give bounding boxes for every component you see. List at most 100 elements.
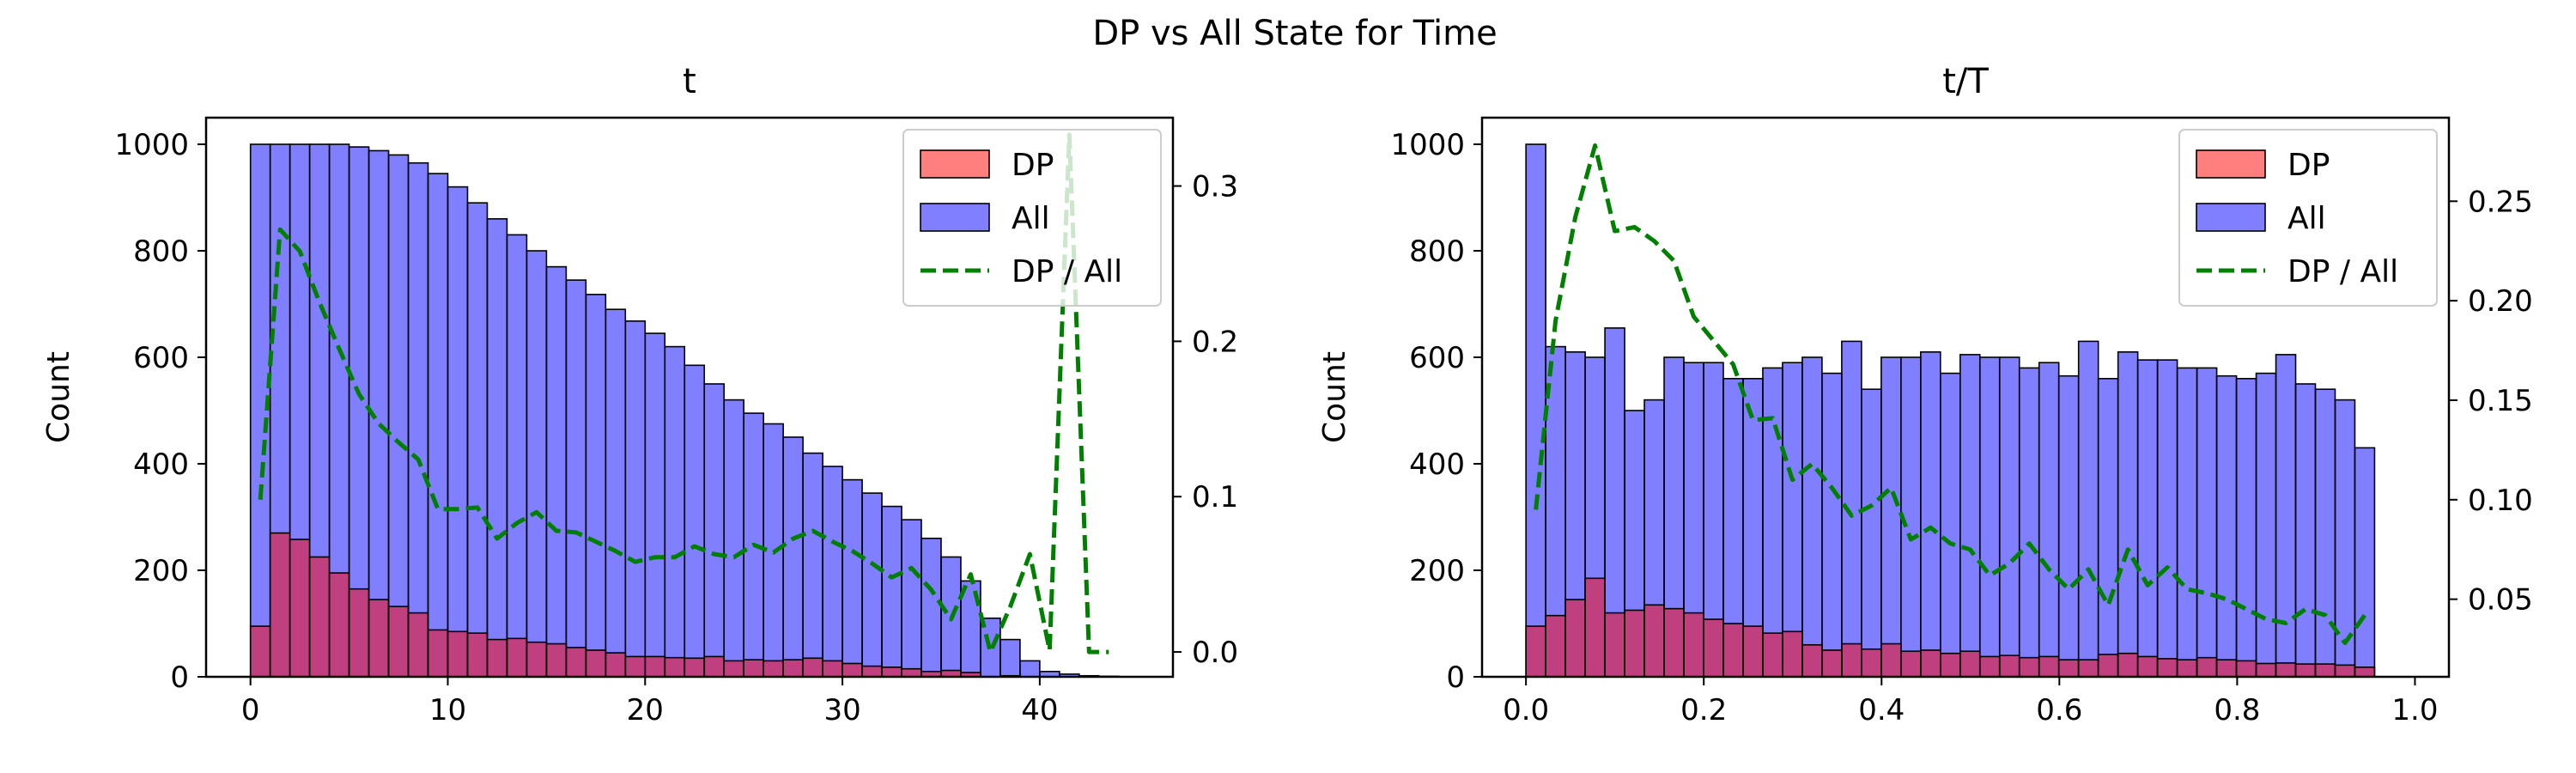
y-tick-label: 600 <box>133 341 189 375</box>
y-tick-label: 200 <box>133 554 189 588</box>
dp-bar <box>624 655 647 678</box>
dp-bar <box>249 625 271 678</box>
legend-swatch <box>2196 149 2266 179</box>
dp-bar <box>2097 654 2119 678</box>
x-tick-label: 0.8 <box>2214 693 2260 727</box>
all-bar <box>703 383 726 678</box>
x-tick-label: 10 <box>429 693 466 727</box>
all-bar <box>2156 359 2178 678</box>
dp-bar <box>2334 664 2356 678</box>
dp-bar <box>2057 659 2080 678</box>
legend-label: DP <box>2287 148 2330 183</box>
dp-bar <box>782 659 804 678</box>
dp-bar <box>1821 649 1843 678</box>
dp-bar <box>1861 648 1882 678</box>
dp-bar <box>407 612 429 678</box>
all-bar <box>644 332 666 678</box>
dp-bar <box>861 665 883 678</box>
all-bar <box>486 218 508 678</box>
dp-bar <box>289 539 311 678</box>
all-bar <box>861 492 883 678</box>
all-bar <box>2057 374 2080 678</box>
dp-bar <box>1880 642 1902 678</box>
dp-bar <box>664 656 686 678</box>
dp-bar <box>387 606 410 678</box>
subplot-title: t <box>683 62 696 101</box>
all-bar <box>387 154 410 678</box>
all-bar <box>2117 350 2139 678</box>
y-tick-label: 400 <box>133 447 189 482</box>
all-bar <box>1019 660 1041 678</box>
y-axis-label: Count <box>41 351 76 443</box>
dp-bar <box>703 655 726 678</box>
all-bar <box>2255 372 2277 678</box>
dp-bar <box>447 630 469 678</box>
all-bar <box>881 505 902 678</box>
all-bar <box>822 466 843 678</box>
dp-bar <box>2136 655 2159 678</box>
legend-swatch <box>920 203 990 232</box>
figure-title: DP vs All State for Time <box>1092 14 1497 53</box>
all-bar <box>2097 377 2119 678</box>
dp-bar <box>1545 614 1566 678</box>
x-tick-label: 40 <box>1021 693 1058 727</box>
all-bar <box>1959 354 1981 678</box>
dp-bar <box>427 629 449 678</box>
all-bar <box>407 161 429 678</box>
x-tick-label: 0.2 <box>1680 693 1727 727</box>
x-tick-label: 1.0 <box>2391 693 2438 727</box>
all-bar <box>605 308 627 678</box>
all-bar <box>545 265 568 678</box>
all-bar <box>2077 340 2099 678</box>
all-bar <box>2314 388 2336 678</box>
x-tick-label: 20 <box>627 693 664 727</box>
dp-bar <box>762 660 784 678</box>
all-bar <box>1861 388 1882 678</box>
legend: DP All DP / All <box>2178 129 2438 307</box>
dp-bar <box>2275 662 2297 678</box>
x-tick-label: 0 <box>241 693 260 727</box>
dp-bar <box>605 652 627 678</box>
all-bar <box>723 399 744 678</box>
all-bar <box>901 519 922 678</box>
all-bar <box>624 320 647 678</box>
legend: DP All DP / All <box>902 129 1162 307</box>
y-tick-label: 200 <box>1409 554 1465 588</box>
all-bar <box>2294 383 2317 678</box>
all-bar <box>1920 350 1941 678</box>
all-bar <box>920 537 942 678</box>
all-bar <box>565 279 587 678</box>
dp-bar <box>2156 658 2178 678</box>
all-bar <box>2215 374 2238 678</box>
dp-bar <box>644 655 666 678</box>
dp-bar <box>2117 652 2139 678</box>
dp-bar <box>881 666 902 678</box>
dp-bar <box>1940 652 1961 678</box>
all-bar <box>427 173 449 678</box>
all-bar <box>1801 356 1823 678</box>
y2-tick-label: 0.05 <box>2468 583 2533 618</box>
y2-tick-label: 0.3 <box>1192 170 1238 204</box>
all-bar <box>466 202 489 678</box>
dp-bar <box>1900 650 1922 678</box>
dp-bar <box>1683 612 1704 678</box>
dp-bar <box>1998 654 2020 678</box>
x-tick-label: 30 <box>823 693 860 727</box>
dp-bar <box>2038 655 2060 678</box>
dp-bar <box>1762 632 1783 678</box>
histogram-bars <box>249 143 1120 678</box>
dp-bar <box>2314 663 2336 678</box>
legend-label: DP / All <box>2287 254 2398 289</box>
y-tick-label: 0 <box>1446 660 1465 695</box>
legend-label: DP <box>1012 148 1054 183</box>
all-bar <box>802 452 823 678</box>
dp-bar <box>506 637 528 678</box>
all-bar <box>526 250 548 678</box>
legend-swatch <box>2196 203 2266 232</box>
legend-swatch <box>920 149 990 179</box>
dp-bar <box>1978 655 2001 678</box>
dp-bar <box>526 641 548 678</box>
dp-bar <box>328 572 350 678</box>
dp-bar <box>2255 662 2277 678</box>
